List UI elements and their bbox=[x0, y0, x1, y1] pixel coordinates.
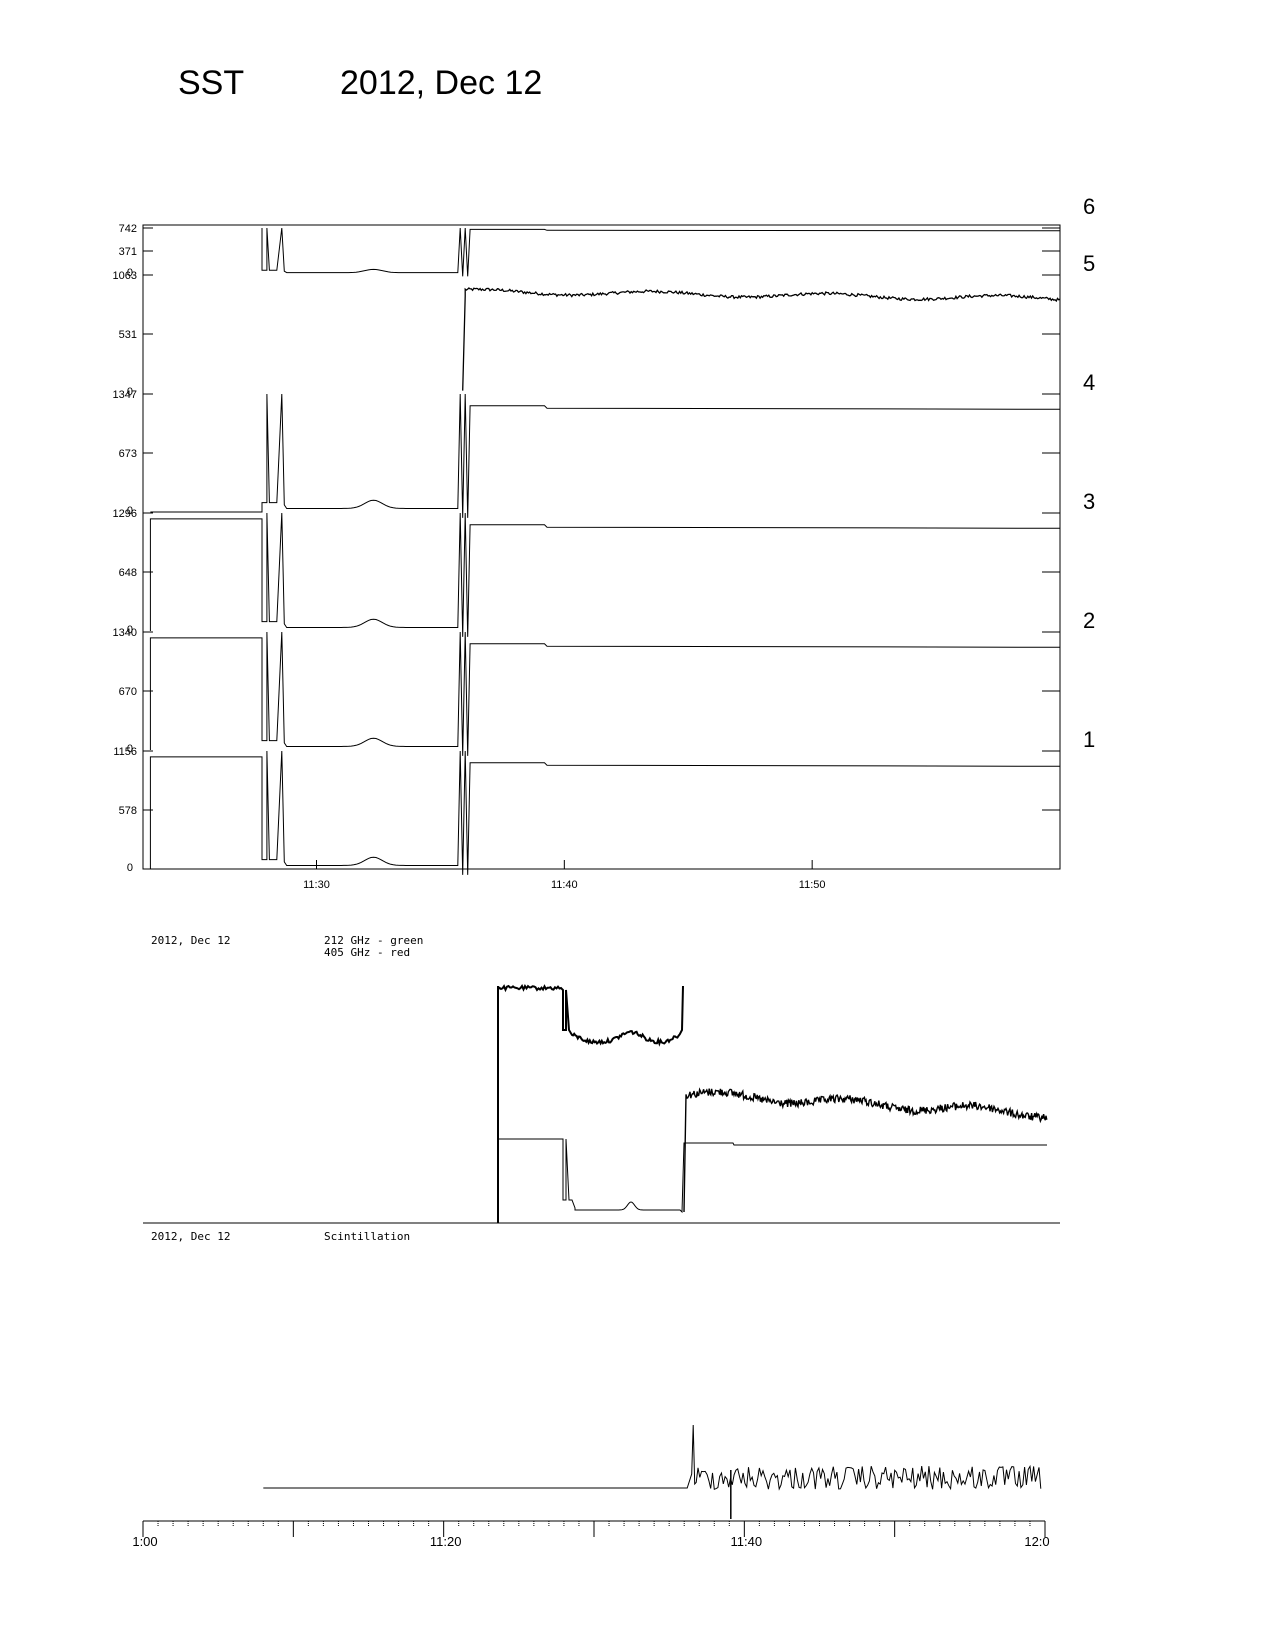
y-tick-label: 0 bbox=[127, 267, 133, 279]
scintillation-trace bbox=[263, 1424, 1042, 1491]
top-panel: 742 371 0 6 1063 531 0 5 1347 673 0 4 1296 648 0 3 1340 6… bbox=[113, 194, 1096, 891]
y-tick-label: 742 bbox=[119, 223, 137, 235]
y-tick-label: 371 bbox=[119, 246, 137, 258]
y-tick-label: 0 bbox=[127, 624, 133, 636]
scint-panel-date: 2012, Dec 12 bbox=[151, 1230, 230, 1243]
y-tick-label: 0 bbox=[127, 743, 133, 755]
legend-entry: 405 GHz - red bbox=[324, 946, 410, 959]
x-tick-label: 11:40 bbox=[731, 1534, 763, 1549]
y-tick-label: 673 bbox=[119, 448, 137, 460]
y-tick-label: 0 bbox=[127, 386, 133, 398]
scint-panel-title: Scintillation bbox=[324, 1230, 410, 1243]
x-tick-label: 12:0 bbox=[1024, 1534, 1049, 1549]
date-title: 2012, Dec 12 bbox=[340, 64, 543, 102]
y-tick-label: 1340 bbox=[113, 627, 137, 639]
channel-label: 1 bbox=[1083, 727, 1095, 752]
channel-trace-6 bbox=[261, 227, 1061, 277]
channel-label: 6 bbox=[1083, 194, 1095, 219]
y-tick-label: 1347 bbox=[113, 389, 137, 401]
channel-trace-5 bbox=[462, 287, 1061, 391]
y-tick-label: 1296 bbox=[113, 508, 137, 520]
x-tick-label: 11:20 bbox=[430, 1534, 462, 1549]
trace-212ghz-left bbox=[497, 983, 684, 1223]
x-tick-label: 11:50 bbox=[799, 879, 826, 891]
y-tick-label: 1063 bbox=[113, 270, 137, 282]
channel-trace-1 bbox=[149, 750, 1061, 875]
trace-405ghz bbox=[498, 1138, 1047, 1214]
y-tick-label: 0 bbox=[127, 862, 133, 874]
y-tick-label: 648 bbox=[119, 567, 137, 579]
channel-trace-4 bbox=[150, 393, 1061, 518]
x-tick-label: 1:00 bbox=[132, 1534, 157, 1549]
trace-212ghz-right bbox=[683, 1087, 1048, 1213]
top-plot-frame bbox=[142, 224, 1061, 870]
x-tick-label: 11:30 bbox=[303, 879, 330, 891]
channel-trace-2 bbox=[149, 631, 1061, 756]
y-tick-label: 1156 bbox=[113, 746, 137, 758]
channel-label: 5 bbox=[1083, 251, 1095, 276]
y-tick-label: 670 bbox=[119, 686, 137, 698]
channel-trace-3 bbox=[149, 512, 1061, 637]
y-tick-label: 0 bbox=[127, 505, 133, 517]
legend-entry: 212 GHz - green bbox=[324, 934, 423, 947]
freq-panel-date: 2012, Dec 12 bbox=[151, 934, 230, 947]
x-tick-label: 11:40 bbox=[551, 879, 578, 891]
scintillation-panel: 2012, Dec 12 Scintillation 1:00 11:20 11:40 1… bbox=[132, 1230, 1049, 1549]
y-tick-label: 578 bbox=[119, 805, 137, 817]
y-tick-label: 531 bbox=[119, 329, 137, 341]
instrument-title: SST bbox=[178, 64, 245, 102]
channel-label: 3 bbox=[1083, 489, 1095, 514]
channel-label: 4 bbox=[1083, 370, 1095, 395]
channel-label: 2 bbox=[1083, 608, 1095, 633]
